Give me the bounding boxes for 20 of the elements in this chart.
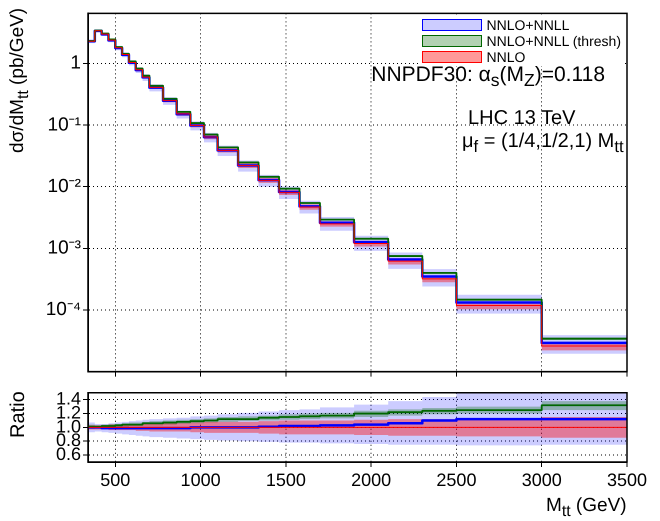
annotation: LHC 13 TeV	[468, 107, 576, 129]
y-axis-title: Ratio	[7, 391, 29, 438]
x-tick-label: 1000	[180, 470, 221, 490]
x-axis-title: M$_{tt}$ (GeV)	[546, 495, 627, 520]
annotation: μ$_{f}$ = (1/4,1/2,1) M$_{tt}$	[462, 130, 624, 156]
y-tick-label: 10⁻²	[48, 176, 81, 197]
legend-label: NNLO+NNLL (thresh)	[486, 33, 621, 49]
y-tick-label: 10⁻¹	[48, 114, 81, 136]
y-tick-label: 10⁻⁴	[46, 299, 81, 320]
x-tick-label: 2000	[351, 470, 392, 490]
y-tick-label: 1	[70, 52, 81, 74]
x-tick-label: 1500	[266, 470, 306, 490]
x-tick-label: 500	[100, 470, 130, 490]
x-tick-label: 2500	[436, 470, 476, 490]
annotation: NNPDF30: α$_{s}$(M$_{Z}$)=0.118	[371, 63, 605, 90]
x-tick-label: 3000	[522, 470, 562, 490]
legend-label: NNLO	[486, 49, 526, 65]
x-tick-label: 3500	[606, 470, 648, 490]
legend-label: NNLO+NNLL	[486, 17, 570, 33]
y-tick-label: 10⁻³	[48, 238, 81, 259]
